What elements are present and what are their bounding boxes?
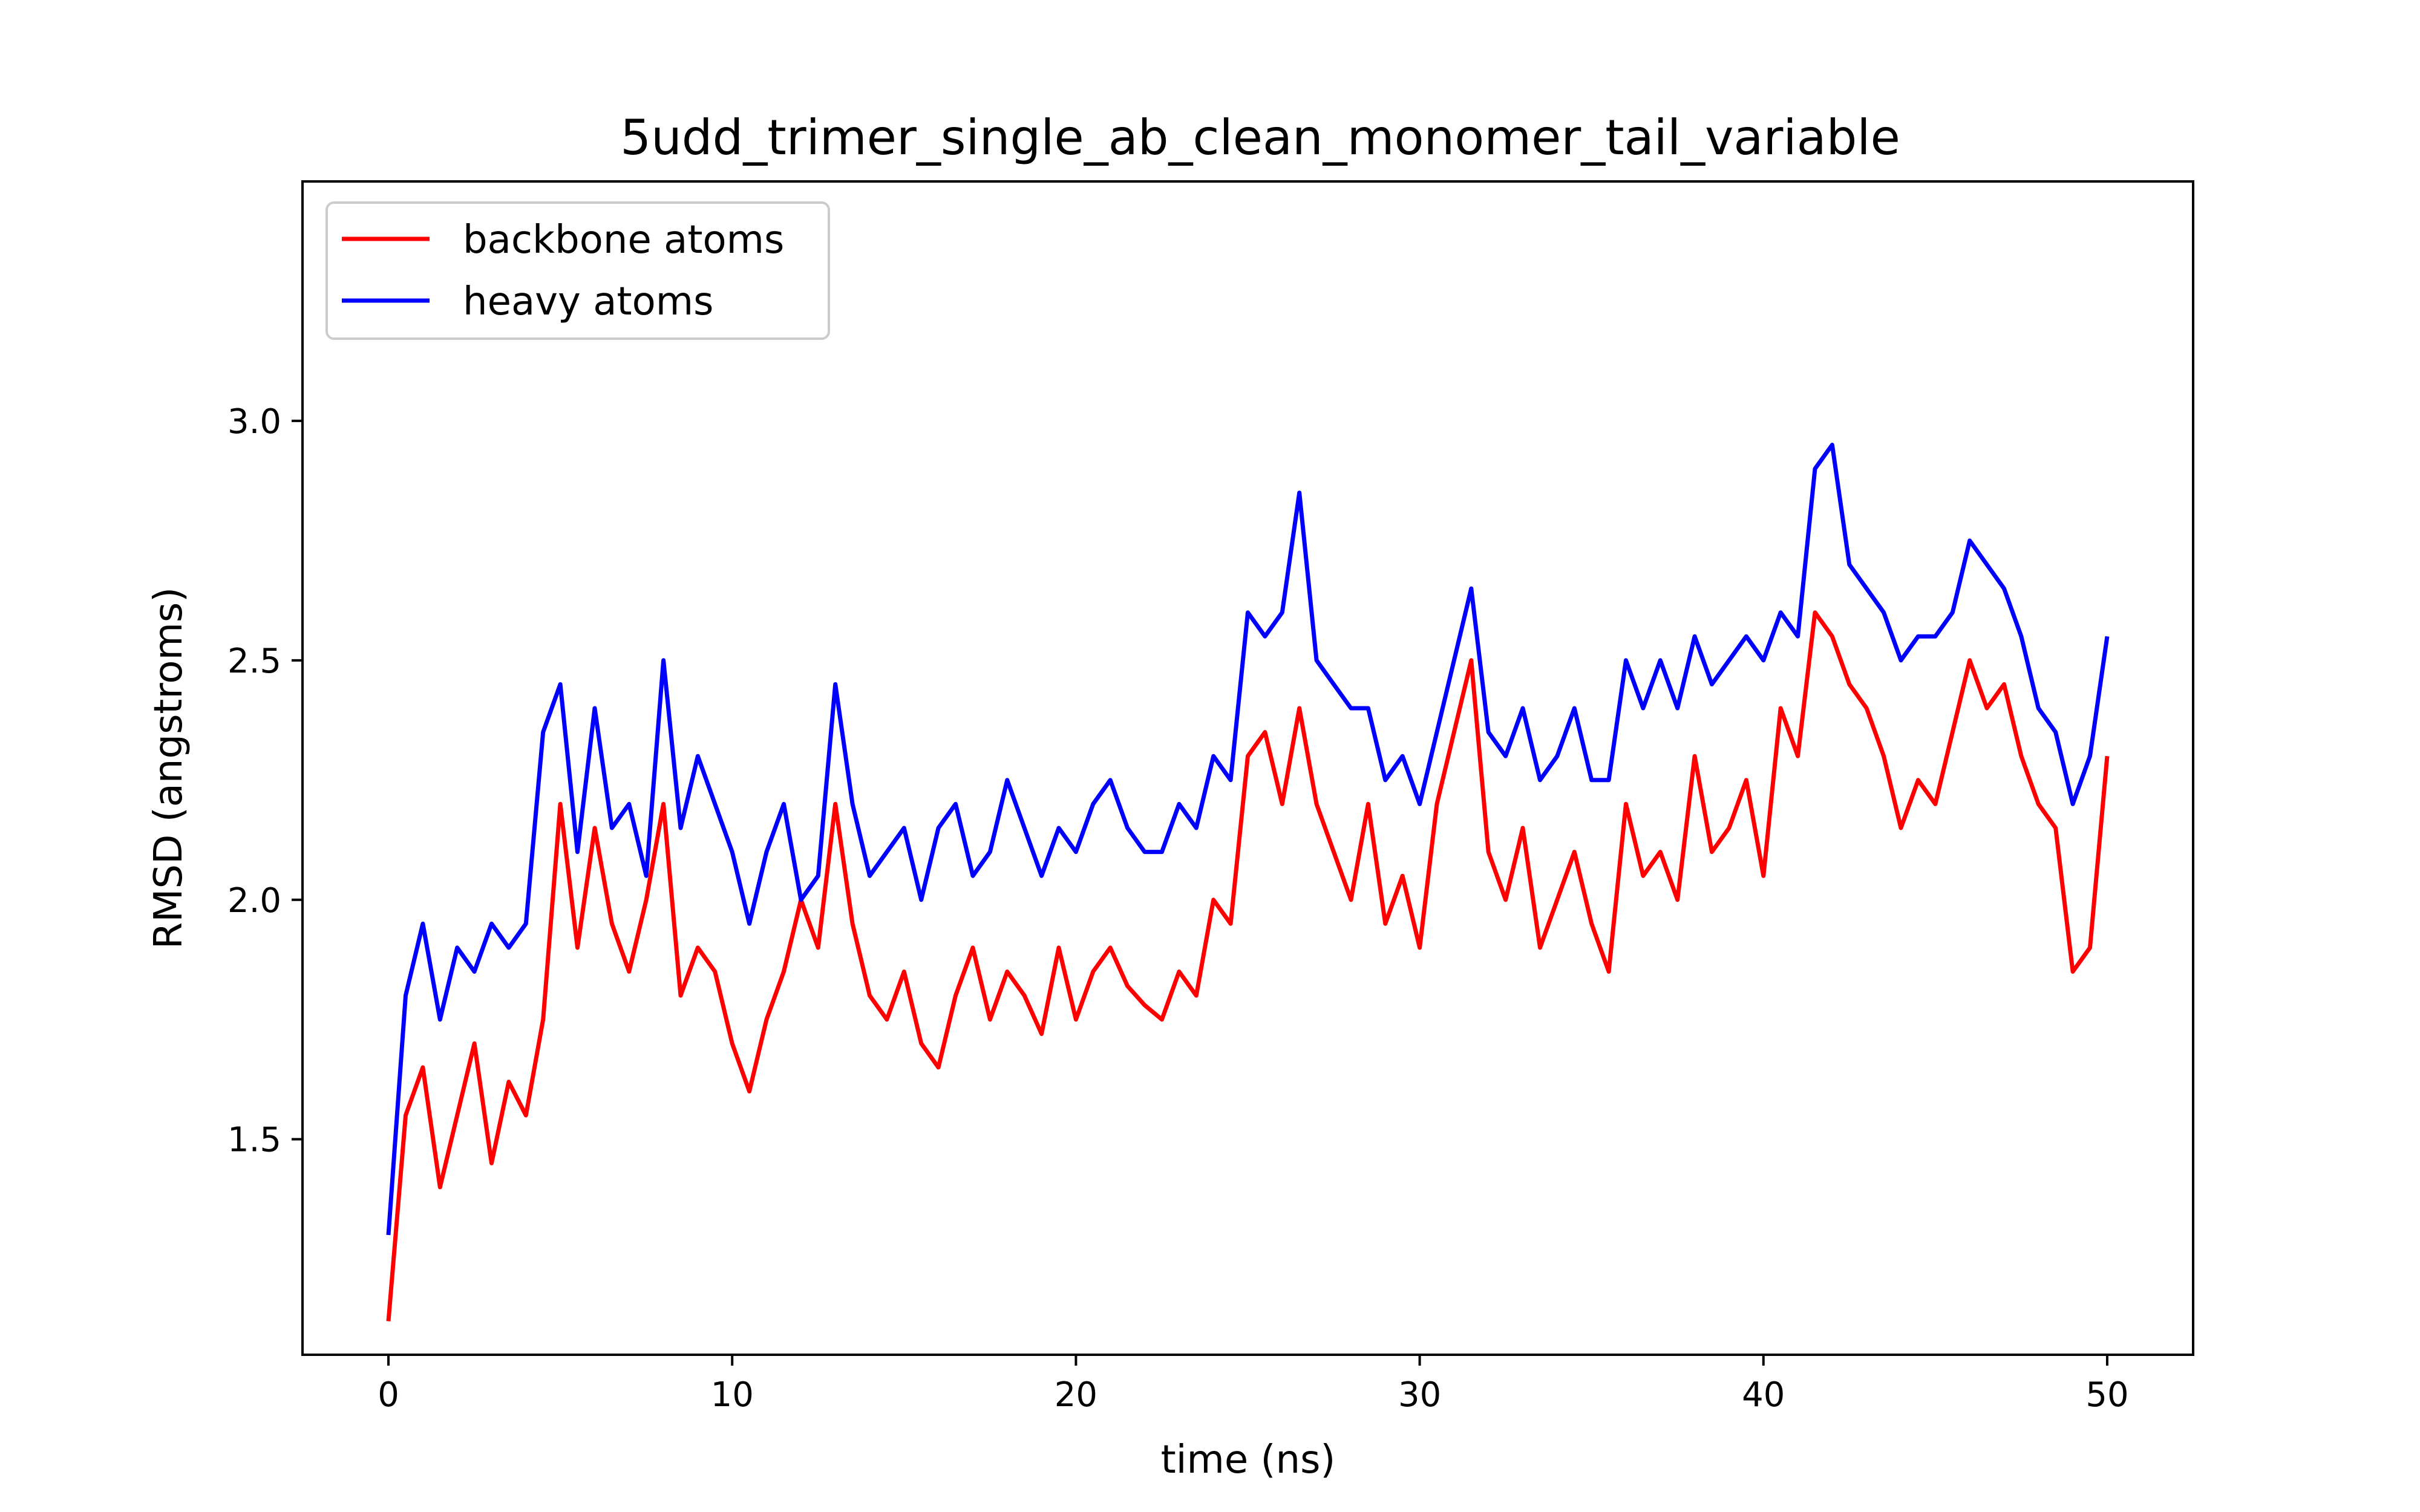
y-axis: 1.5 2.0 2.5 3.0 bbox=[227, 402, 302, 1160]
legend: backbone atoms heavy atoms bbox=[325, 201, 830, 340]
legend-box bbox=[325, 201, 830, 340]
y-tick-label: 2.5 bbox=[227, 642, 281, 681]
y-tick-label: 1.5 bbox=[227, 1121, 281, 1160]
y-axis-label: RMSD (angstroms) bbox=[146, 587, 191, 949]
x-axis: 0 10 20 30 40 50 bbox=[378, 1355, 2129, 1415]
x-tick-label: 20 bbox=[1055, 1375, 1097, 1415]
series-layer bbox=[386, 443, 2110, 1321]
series-line-backbone bbox=[386, 610, 2110, 1321]
plot-frame bbox=[301, 180, 2194, 1356]
x-tick-label: 10 bbox=[711, 1375, 754, 1415]
x-tick-label: 30 bbox=[1398, 1375, 1441, 1415]
x-tick-label: 50 bbox=[2085, 1375, 2128, 1415]
legend-label-heavy: heavy atoms bbox=[463, 279, 713, 324]
x-tick-label: 40 bbox=[1742, 1375, 1785, 1415]
chart-title: 5udd_trimer_single_ab_clean_monomer_tail… bbox=[620, 109, 1900, 166]
y-tick-label: 2.0 bbox=[227, 881, 281, 921]
x-axis-label: time (ns) bbox=[1161, 1438, 1336, 1482]
y-tick-label: 3.0 bbox=[227, 402, 281, 442]
series-line-heavy bbox=[386, 443, 2110, 1236]
x-tick-label: 0 bbox=[378, 1375, 399, 1415]
legend-label-backbone: backbone atoms bbox=[463, 218, 784, 262]
